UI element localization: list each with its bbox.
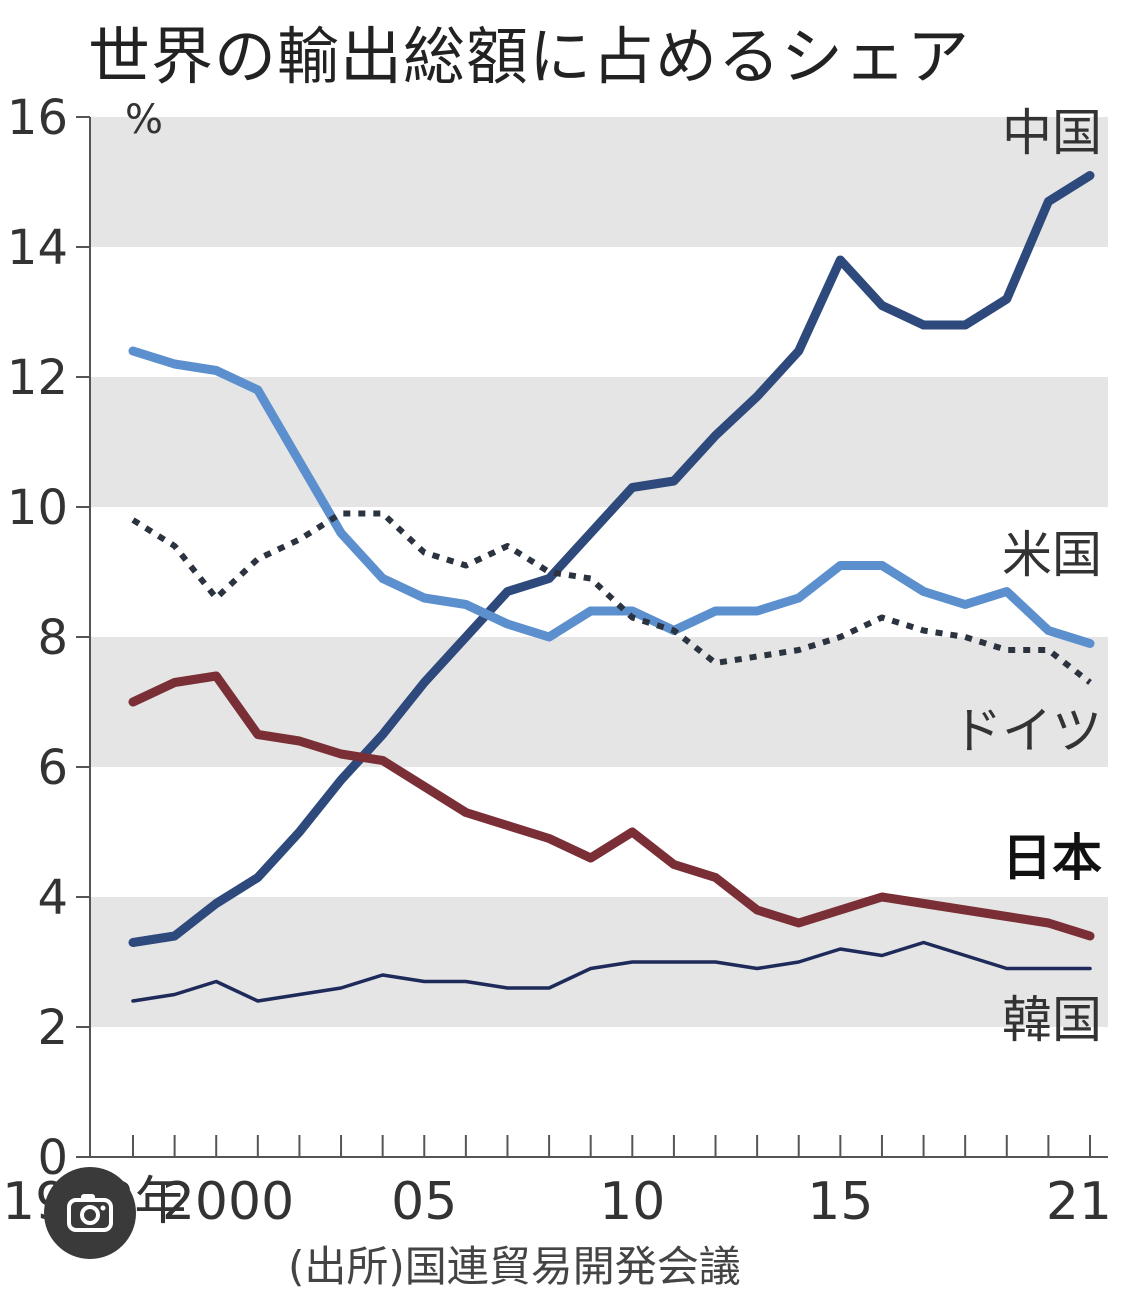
- series-lines: [128, 171, 1095, 1003]
- series-line: [128, 671, 1095, 941]
- band-0: [90, 897, 1108, 1027]
- google-lens-icon[interactable]: [44, 1167, 136, 1259]
- y-tick-label: 10: [7, 480, 68, 536]
- series-label: 韓国: [1002, 991, 1102, 1049]
- y-unit-label: %: [125, 97, 163, 143]
- series-label: 米国: [1002, 526, 1102, 584]
- y-tick-label: 12: [7, 350, 68, 406]
- series-line: [131, 940, 1092, 1003]
- band-1: [90, 637, 1108, 767]
- series-line: [128, 346, 1095, 648]
- y-tick-label: 8: [37, 610, 68, 666]
- source-note: (出所)国連貿易開発会議: [288, 1242, 741, 1291]
- y-tick-label: 16: [7, 90, 68, 146]
- y-tick-label: 4: [37, 870, 68, 926]
- series-line: [128, 171, 1095, 947]
- y-tick-label: 14: [7, 220, 68, 276]
- series-label: 中国: [1002, 104, 1102, 162]
- series-label: ドイツ: [952, 702, 1102, 760]
- series-label: 日本: [1002, 829, 1102, 887]
- chart-title: 世界の輸出総額に占めるシェア: [88, 20, 971, 93]
- x-tick-label: 2000: [162, 1172, 294, 1232]
- camera-icon: [67, 1194, 113, 1232]
- band-2: [90, 377, 1108, 507]
- x-tick-label: 15: [807, 1172, 873, 1232]
- x-tick-label: 05: [391, 1172, 457, 1232]
- x-tick-label: 21: [1046, 1172, 1112, 1232]
- series-line: [131, 510, 1092, 685]
- band-3: [90, 117, 1108, 247]
- y-tick-label: 2: [37, 1000, 68, 1056]
- x-tick-label: 10: [599, 1172, 665, 1232]
- y-tick-label: 6: [37, 740, 68, 796]
- background-bands: [90, 117, 1108, 1027]
